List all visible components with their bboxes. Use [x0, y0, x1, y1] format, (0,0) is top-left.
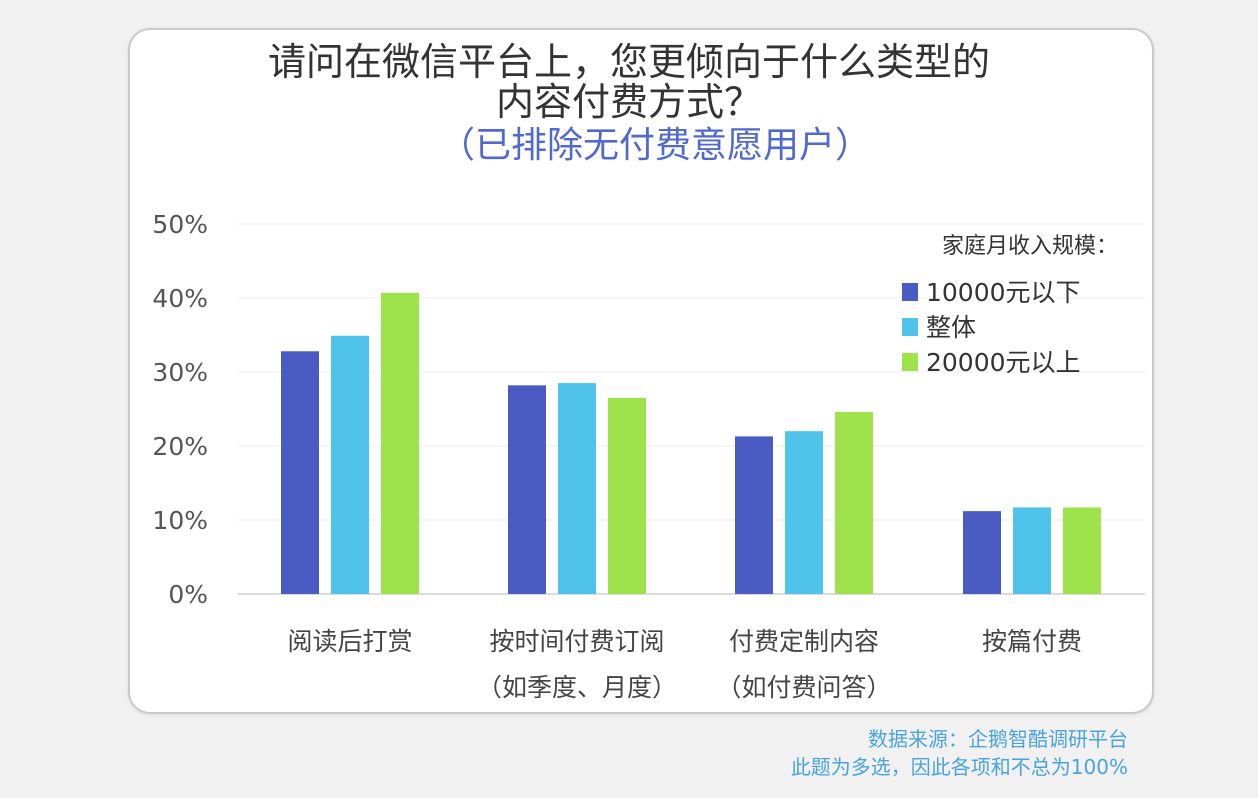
bar: [1013, 507, 1051, 594]
bar: [331, 335, 369, 594]
bar: [835, 411, 873, 594]
bar: [508, 385, 546, 594]
x-tick-label: 按时间付费订阅: [489, 627, 664, 656]
chart-title-line2: 内容付费方式？: [495, 80, 762, 124]
x-tick-label: （如季度、月度）: [477, 673, 677, 702]
legend-swatch: [902, 353, 918, 371]
chart-title-line1: 请问在微信平台上，您更倾向于什么类型的: [267, 40, 990, 84]
y-tick-label: 50%: [152, 210, 208, 239]
bar: [963, 511, 1001, 594]
data-source-note: 数据来源：企鹅智酷调研平台: [868, 727, 1128, 751]
bar: [608, 397, 646, 594]
y-tick-label: 30%: [152, 358, 208, 387]
bar: [558, 383, 596, 594]
legend-swatch: [902, 283, 918, 301]
bar: [1063, 507, 1101, 594]
bar: [785, 431, 823, 594]
legend-swatch: [902, 318, 918, 336]
legend-title: 家庭月收入规模：: [942, 234, 1118, 259]
legend-label: 10000元以下: [926, 278, 1081, 307]
x-tick-label: 按篇付费: [982, 627, 1082, 656]
x-tick-label: 阅读后打赏: [287, 627, 412, 656]
y-tick-label: 40%: [152, 284, 208, 313]
bar: [281, 351, 319, 594]
legend-label: 整体: [926, 313, 976, 342]
y-tick-label: 0%: [168, 580, 208, 609]
multi-select-note: 此题为多选，因此各项和不总为100%: [790, 755, 1128, 779]
x-tick-label: （如付费问答）: [716, 673, 891, 702]
y-tick-label: 20%: [152, 432, 208, 461]
x-tick-label: 付费定制内容: [729, 627, 879, 656]
chart-subtitle: （已排除无付费意愿用户）: [438, 125, 871, 166]
legend-label: 20000元以上: [926, 348, 1081, 377]
bar: [381, 292, 419, 594]
bar: [735, 436, 773, 594]
y-tick-label: 10%: [152, 506, 208, 535]
